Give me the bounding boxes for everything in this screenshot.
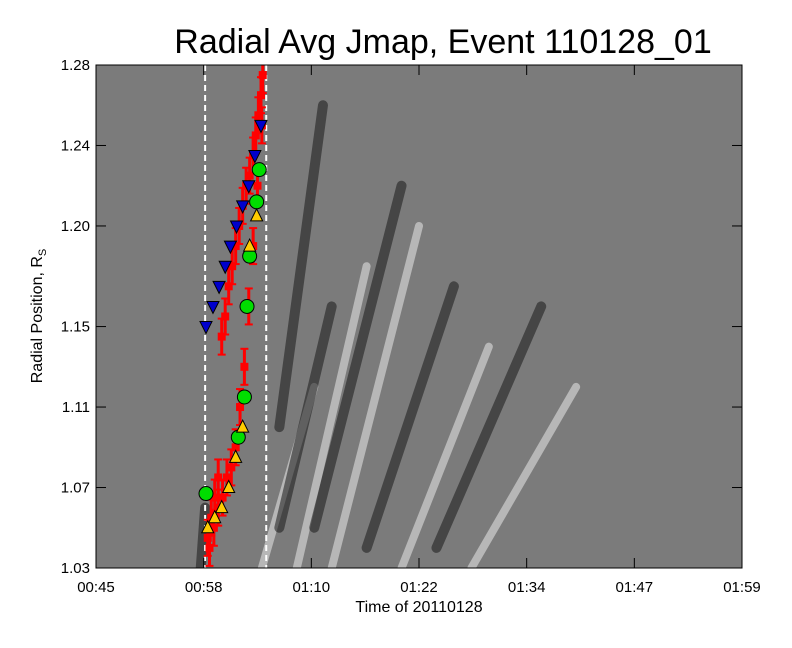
data-point-triangle-down (229, 220, 244, 235)
jmap-streak (274, 100, 328, 433)
jmap-streak (431, 301, 547, 553)
x-tick-label: 01:34 (508, 579, 546, 596)
y-tick-label: 1.11 (62, 399, 90, 416)
data-point-square (251, 131, 260, 140)
jmap-streaks (195, 100, 581, 568)
data-point-triangle-down (241, 180, 256, 194)
chart-title: Radial Avg Jmap, Event 110128_01 (174, 23, 711, 61)
data-point-square (236, 403, 245, 412)
data-point-triangle-down (248, 150, 262, 164)
data-point-square (245, 171, 254, 180)
data-point-triangle-up (200, 519, 215, 534)
data-point-triangle-down (235, 200, 250, 214)
y-axis-label-main: Radial Position, R (29, 256, 46, 383)
data-point-circle (249, 194, 265, 210)
jmap-streak (361, 281, 459, 553)
data-point-circle (239, 298, 255, 314)
data-point-triangle-down (223, 240, 238, 255)
data-point-square (231, 242, 240, 251)
data-point-square (222, 473, 231, 482)
plot-background (96, 65, 742, 568)
data-point-triangle-up (221, 479, 236, 494)
data-point-triangle-up (235, 419, 250, 433)
jmap-streak (467, 382, 581, 568)
y-tick-label: 1.03 (61, 560, 90, 577)
x-tick-label: 00:58 (185, 579, 223, 596)
data-point-circle (236, 389, 252, 405)
jmap-streak (292, 262, 371, 568)
data-point-triangle-down (199, 321, 213, 335)
data-point-square (224, 282, 233, 291)
y-tick-label: 1.15 (61, 319, 90, 336)
data-point-triangle-down (206, 300, 220, 315)
data-point-triangle-up (249, 207, 264, 222)
x-tick-label: 01:59 (723, 579, 761, 596)
data-point-square (227, 463, 236, 472)
data-point-triangle-down (218, 260, 233, 275)
data-point-triangle-up (242, 237, 257, 252)
data-point-square (256, 91, 265, 100)
data-point-circle (198, 486, 214, 502)
y-tick-label: 1.20 (61, 218, 90, 235)
data-point-square (253, 181, 262, 190)
y-axis-label-sub: S (37, 249, 49, 256)
data-point-square (218, 493, 227, 502)
jmap-streak (327, 221, 423, 568)
data-point-square (205, 543, 214, 552)
data-point-square (221, 312, 230, 321)
y-tick-label: 1.24 (61, 137, 90, 154)
x-tick-label: 01:22 (400, 579, 438, 596)
y-axis-label: Radial Position, RS (29, 249, 49, 384)
x-tick-label: 00:45 (77, 579, 115, 596)
data-point-square (214, 473, 223, 482)
data-point-square (254, 111, 263, 120)
y-tick-label: 1.28 (61, 57, 90, 74)
data-point-triangle-up (207, 509, 222, 524)
data-point-square (209, 523, 218, 532)
y-tick-label: 1.07 (61, 480, 90, 497)
data-point-triangle-up (214, 499, 229, 514)
data-point-square (231, 443, 240, 452)
data-point-square (217, 332, 226, 341)
data-point-triangle-down (254, 119, 268, 134)
data-point-square (203, 533, 212, 542)
data-point-square (240, 362, 249, 371)
x-tick-label: 01:47 (616, 579, 654, 596)
jmap-streak (274, 301, 337, 533)
data-point-circle (251, 162, 267, 178)
jmap-streak (309, 180, 407, 533)
data-point-triangle-up (228, 449, 243, 463)
data-point-square (210, 493, 219, 502)
data-point-triangle-down (212, 280, 226, 295)
data-point-square (258, 71, 267, 80)
jmap-streak (397, 342, 493, 568)
x-tick-label: 01:10 (293, 579, 331, 596)
data-point-square (228, 262, 237, 271)
x-axis-label: Time of 20110128 (355, 599, 482, 616)
